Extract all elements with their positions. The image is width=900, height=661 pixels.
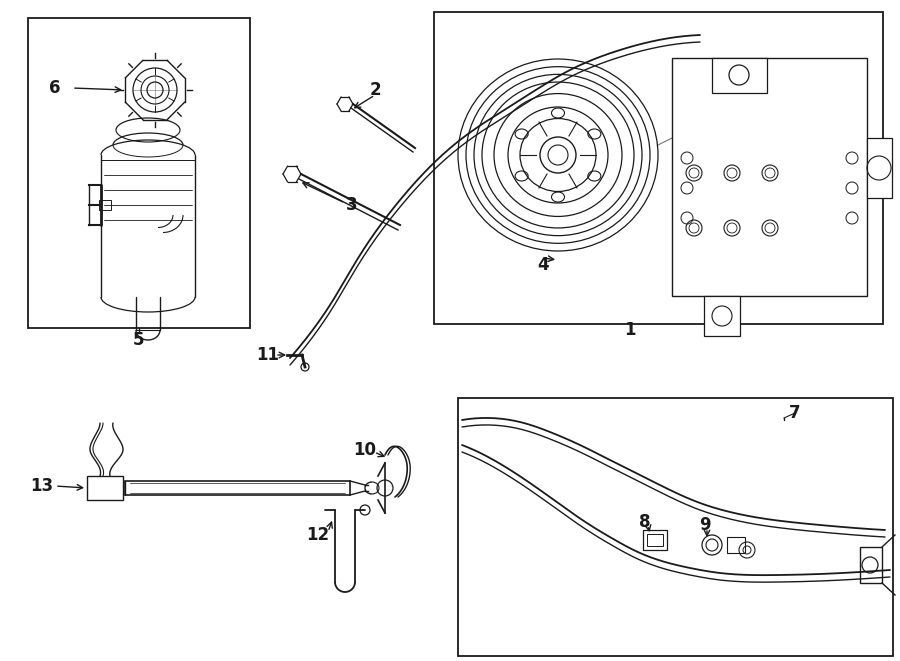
Bar bbox=[434, 12, 883, 324]
Bar bbox=[87, 476, 123, 500]
Text: 2: 2 bbox=[369, 81, 381, 99]
Text: 3: 3 bbox=[346, 196, 358, 214]
Bar bbox=[672, 58, 867, 296]
Bar bbox=[125, 481, 350, 495]
Text: 9: 9 bbox=[699, 516, 711, 534]
Bar bbox=[99, 200, 111, 210]
Text: 5: 5 bbox=[133, 331, 145, 349]
Bar bbox=[712, 58, 767, 93]
Text: 11: 11 bbox=[256, 346, 280, 364]
Bar bbox=[867, 138, 892, 198]
Text: 7: 7 bbox=[789, 404, 801, 422]
Text: 8: 8 bbox=[639, 513, 651, 531]
Bar bbox=[727, 537, 745, 553]
Bar bbox=[647, 534, 663, 546]
Bar bbox=[28, 18, 250, 328]
Text: 6: 6 bbox=[50, 79, 61, 97]
Text: 4: 4 bbox=[537, 256, 549, 274]
Text: 1: 1 bbox=[625, 321, 635, 339]
Bar bbox=[458, 398, 893, 656]
Bar bbox=[704, 296, 740, 336]
Text: 12: 12 bbox=[306, 526, 329, 544]
Text: 10: 10 bbox=[354, 441, 376, 459]
Bar bbox=[860, 547, 882, 583]
Text: 13: 13 bbox=[31, 477, 54, 495]
Bar bbox=[643, 530, 667, 550]
